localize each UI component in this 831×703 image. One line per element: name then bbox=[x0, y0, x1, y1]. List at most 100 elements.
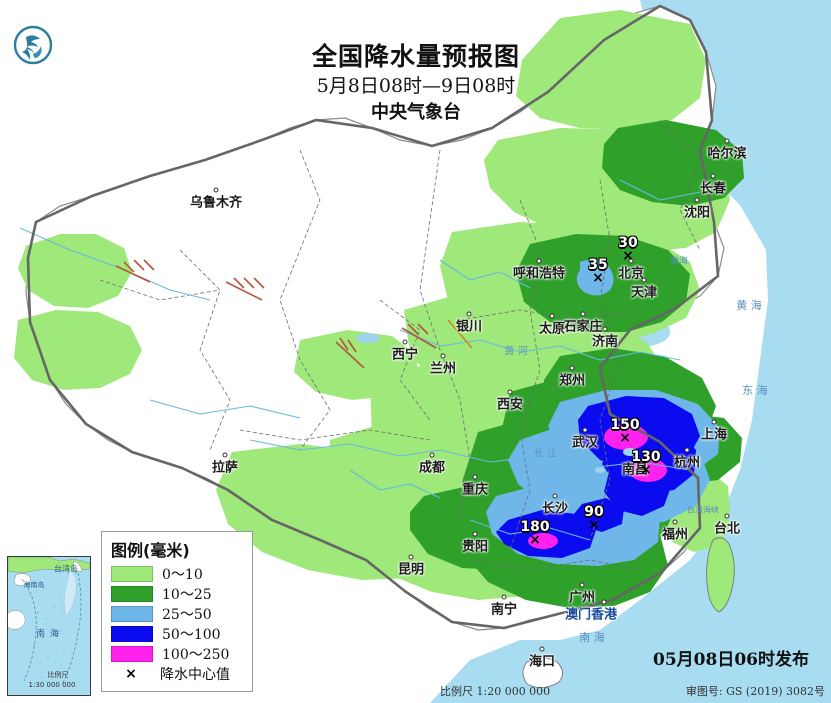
city-label: 南宁 bbox=[490, 602, 518, 618]
city-label: 武汉 bbox=[571, 435, 599, 451]
cma-dragon-logo-icon bbox=[12, 24, 54, 66]
legend-range-label: 50～100 bbox=[162, 627, 221, 643]
inset-label-south-china-sea: 南 海 bbox=[36, 629, 60, 640]
city-label: 乌鲁木齐 bbox=[189, 195, 243, 211]
city-dot bbox=[472, 531, 478, 537]
city-dot bbox=[472, 474, 478, 480]
city-label: 成都 bbox=[418, 460, 446, 476]
city-dot bbox=[632, 454, 638, 460]
city-dot bbox=[466, 311, 472, 317]
city-label: 长春 bbox=[699, 181, 727, 197]
map-approval-number: 审图号: GS (2019) 3082号 bbox=[685, 685, 825, 698]
city-label: 昆明 bbox=[397, 562, 425, 578]
legend-range-label: 10～25 bbox=[162, 587, 212, 603]
legend-swatch bbox=[111, 566, 153, 582]
city-label: 广州 bbox=[568, 590, 596, 606]
city-dot bbox=[408, 554, 414, 560]
legend-title: 图例(毫米) bbox=[111, 541, 190, 560]
river-label: 长 江 bbox=[533, 448, 557, 460]
city-dot bbox=[710, 173, 716, 179]
city-label: 银川 bbox=[455, 319, 483, 335]
city-dot bbox=[429, 452, 435, 458]
legend-range-label: 25～50 bbox=[162, 607, 212, 623]
city-label: 重庆 bbox=[461, 482, 489, 498]
lakes bbox=[356, 333, 637, 473]
city-label: 西安 bbox=[496, 397, 524, 413]
city-label: 北京 bbox=[617, 266, 645, 282]
legend-panel: 图例(毫米) 0～10 10～25 25～50 50～100 100～250 × 降水中… bbox=[101, 531, 253, 692]
legend-center-label: 降水中心值 bbox=[160, 667, 230, 683]
city-label: 海口 bbox=[528, 654, 556, 670]
city-dot bbox=[628, 258, 634, 264]
legend-range-label: 100～250 bbox=[162, 647, 230, 663]
rivers bbox=[19, 179, 701, 541]
sea-label: 东 海 bbox=[742, 384, 768, 397]
city-dot bbox=[549, 313, 555, 319]
sea-label: 黄 海 bbox=[736, 299, 762, 312]
city-label: 福州 bbox=[661, 527, 689, 543]
sea-label: 南 海 bbox=[579, 631, 605, 644]
national-boundary bbox=[26, 4, 720, 630]
city-dot bbox=[580, 311, 586, 317]
city-label: 太原 bbox=[538, 321, 566, 337]
river-label: 黄 河 bbox=[504, 346, 528, 358]
city-dot bbox=[672, 519, 678, 525]
city-label: 呼和浩特 bbox=[512, 266, 566, 282]
sea-label: 台湾海峡 bbox=[687, 505, 719, 515]
legend-item: 0～10 bbox=[111, 565, 245, 583]
city-dot bbox=[213, 187, 219, 193]
city-dot bbox=[724, 138, 730, 144]
city-dot bbox=[582, 427, 588, 433]
city-label: 香港 bbox=[590, 607, 618, 623]
mountain-range-symbols bbox=[115, 259, 473, 369]
precip-band-100-250 bbox=[528, 424, 667, 549]
city-label: 西宁 bbox=[391, 347, 419, 363]
legend-item: 100～250 bbox=[111, 645, 245, 663]
footer-bar: 比例尺 1:20 000 000 审图号: GS (2019) 3082号 bbox=[440, 683, 825, 699]
south-china-sea-inset: 台湾岛 海南岛 南 海 比例尺 1:30 000 000 bbox=[7, 556, 91, 696]
city-dot bbox=[501, 594, 507, 600]
legend-range-label: 0～10 bbox=[162, 567, 203, 583]
city-dot bbox=[601, 599, 607, 605]
city-dot bbox=[569, 365, 575, 371]
city-label: 上海 bbox=[700, 427, 728, 443]
legend-swatch bbox=[111, 646, 153, 662]
inset-label-taiwan: 台湾岛 bbox=[54, 564, 78, 574]
city-label: 拉萨 bbox=[211, 460, 239, 476]
city-label: 兰州 bbox=[429, 361, 457, 377]
legend-item: 25～50 bbox=[111, 605, 245, 623]
city-dot bbox=[694, 197, 700, 203]
inset-label-hainan: 海南岛 bbox=[23, 581, 45, 589]
sea-label: 渤海 bbox=[669, 256, 689, 267]
city-dot bbox=[536, 258, 542, 264]
city-label: 长沙 bbox=[541, 501, 569, 517]
legend-swatch bbox=[111, 626, 153, 642]
city-dot bbox=[602, 326, 608, 332]
city-dot bbox=[539, 646, 545, 652]
city-dot bbox=[724, 513, 730, 519]
issue-time: 05月08日06时发布 bbox=[653, 650, 809, 670]
center-cross-icon: × bbox=[125, 666, 137, 682]
city-label: 天津 bbox=[630, 285, 658, 301]
city-dot bbox=[711, 419, 717, 425]
city-dot bbox=[402, 339, 408, 345]
city-label: 南昌 bbox=[621, 462, 649, 478]
city-dot bbox=[641, 277, 647, 283]
city-dot bbox=[579, 582, 585, 588]
hainan-island bbox=[522, 657, 563, 688]
legend-item: 50～100 bbox=[111, 625, 245, 643]
legend-rows: 0～10 10～25 25～50 50～100 100～250 bbox=[111, 565, 245, 663]
city-dot bbox=[507, 389, 513, 395]
map-scale: 比例尺 1:20 000 000 bbox=[440, 685, 551, 698]
city-label: 沈阳 bbox=[683, 205, 711, 221]
city-dot bbox=[552, 493, 558, 499]
city-label: 杭州 bbox=[673, 455, 701, 471]
city-dot bbox=[684, 447, 690, 453]
city-label: 石家庄 bbox=[563, 319, 603, 335]
city-dot bbox=[440, 353, 446, 359]
legend-center-row: × 降水中心值 bbox=[111, 665, 245, 683]
city-label: 哈尔滨 bbox=[707, 146, 747, 162]
